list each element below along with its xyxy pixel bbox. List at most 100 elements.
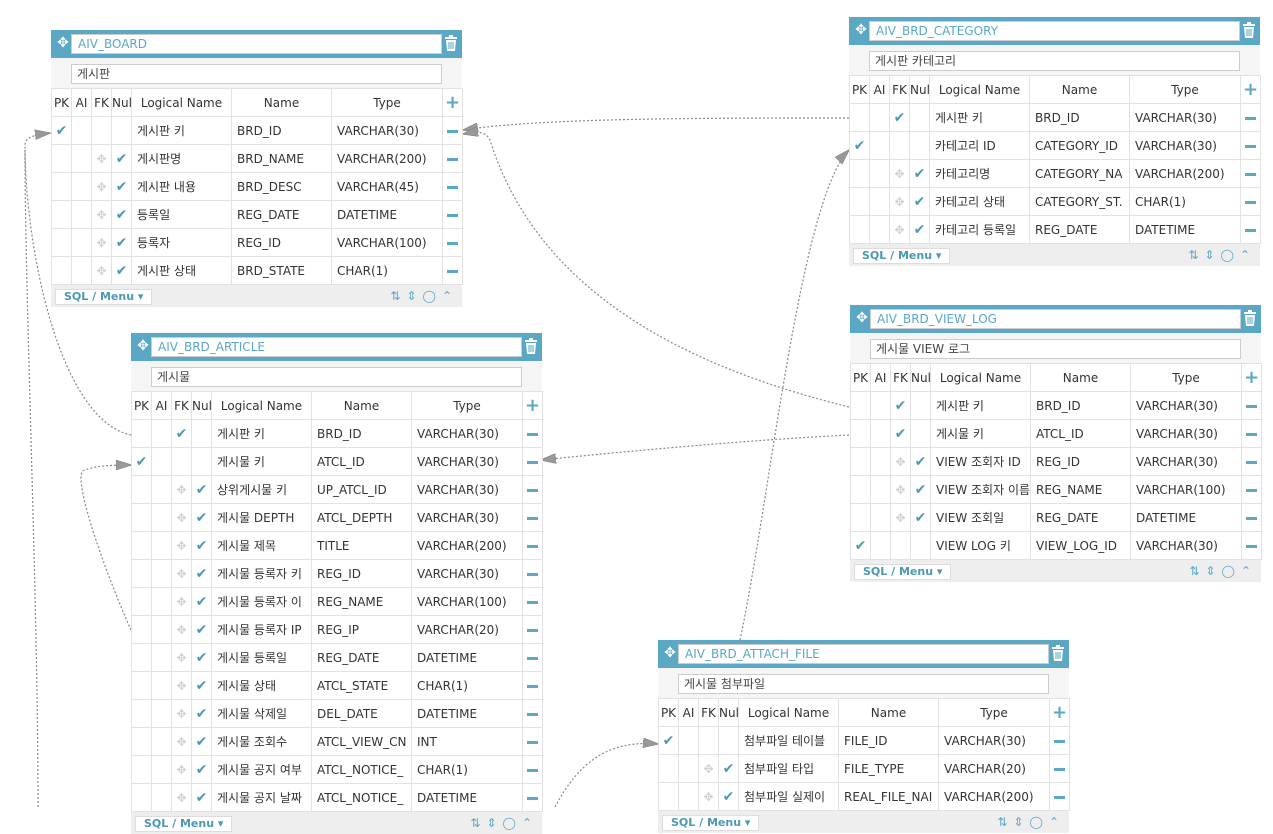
collapse-icon[interactable]: ⌃	[1048, 815, 1065, 829]
column-row[interactable]: ✥ ✔ 등록일 REG_DATE DATETIME	[51, 200, 463, 229]
remove-column-button[interactable]	[1241, 391, 1262, 420]
reorder-icon[interactable]: ⇕	[1204, 248, 1221, 262]
sql-menu-button[interactable]: SQL / Menu ▾	[662, 815, 760, 831]
pk-cell[interactable]	[51, 144, 72, 173]
column-type-cell[interactable]: VARCHAR(30)	[411, 447, 523, 476]
remove-column-button[interactable]	[522, 531, 543, 560]
null-cell[interactable]: ✔	[191, 755, 212, 784]
fk-cell[interactable]: ✥	[171, 559, 192, 588]
pk-cell[interactable]: ✔	[850, 531, 871, 560]
column-name-cell[interactable]: ATCL_NOTICE_	[311, 755, 412, 784]
column-type-cell[interactable]: VARCHAR(30)	[1130, 531, 1242, 560]
pk-cell[interactable]: ✔	[849, 131, 870, 160]
trash-icon[interactable]	[524, 338, 540, 356]
column-row[interactable]: ✥ ✔ 게시물 등록자 키 REG_ID VARCHAR(30)	[131, 559, 543, 588]
ai-cell[interactable]	[151, 755, 172, 784]
remove-column-button[interactable]	[522, 699, 543, 728]
ai-cell[interactable]	[151, 671, 172, 700]
null-cell[interactable]: ✔	[191, 503, 212, 532]
pk-cell[interactable]	[51, 172, 72, 201]
fk-cell[interactable]: ✥	[890, 447, 911, 476]
remove-column-button[interactable]	[1241, 447, 1262, 476]
remove-column-button[interactable]	[442, 144, 463, 173]
fk-cell[interactable]: ✥	[91, 256, 112, 285]
ai-cell[interactable]	[870, 419, 891, 448]
sql-menu-button[interactable]: SQL / Menu ▾	[853, 248, 951, 264]
logical-name-cell[interactable]: 카테고리 상태	[929, 187, 1030, 216]
ai-cell[interactable]	[870, 447, 891, 476]
logical-name-cell[interactable]: 게시물 공지 여부	[211, 755, 312, 784]
remove-column-button[interactable]	[1241, 475, 1262, 504]
null-cell[interactable]	[910, 531, 931, 560]
fk-cell[interactable]: ✥	[91, 144, 112, 173]
fk-cell[interactable]: ✔	[890, 419, 911, 448]
column-type-cell[interactable]: VARCHAR(200)	[331, 144, 443, 173]
column-row[interactable]: ✥ ✔ 게시물 공지 날짜 ATCL_NOTICE_ DATETIME	[131, 783, 543, 812]
fk-cell[interactable]: ✥	[91, 200, 112, 229]
remove-column-button[interactable]	[522, 475, 543, 504]
drag-handle-icon[interactable]: ✥	[894, 194, 905, 209]
fk-cell[interactable]	[889, 131, 910, 160]
column-name-cell[interactable]: ATCL_DEPTH	[311, 503, 412, 532]
column-type-cell[interactable]: DATETIME	[411, 643, 523, 672]
ai-cell[interactable]	[869, 103, 890, 132]
logical-name-cell[interactable]: 게시판 내용	[131, 172, 232, 201]
column-name-cell[interactable]: BRD_ID	[1029, 103, 1130, 132]
column-type-cell[interactable]: VARCHAR(200)	[411, 531, 523, 560]
sort-az-icon[interactable]: ⇅	[1188, 248, 1205, 262]
column-name-cell[interactable]: ATCL_ID	[311, 447, 412, 476]
column-type-cell[interactable]: VARCHAR(30)	[1130, 391, 1242, 420]
sql-menu-button[interactable]: SQL / Menu ▾	[135, 816, 233, 832]
remove-column-button[interactable]	[442, 228, 463, 257]
trash-icon[interactable]	[1242, 22, 1258, 40]
column-name-cell[interactable]: CATEGORY_NA	[1029, 159, 1130, 188]
fk-cell[interactable]: ✥	[91, 172, 112, 201]
column-name-cell[interactable]: REG_ID	[1030, 447, 1131, 476]
column-type-cell[interactable]: VARCHAR(20)	[411, 615, 523, 644]
column-type-cell[interactable]: VARCHAR(30)	[1129, 103, 1241, 132]
ai-cell[interactable]	[151, 559, 172, 588]
logical-name-cell[interactable]: 게시판 키	[131, 116, 232, 145]
pk-cell[interactable]	[850, 475, 871, 504]
logical-name-cell[interactable]: 게시판 키	[930, 391, 1031, 420]
column-row[interactable]: ✥ ✔ 첨부파일 실제이 REAL_FILE_NAI VARCHAR(200)	[658, 782, 1070, 811]
remove-column-button[interactable]	[522, 559, 543, 588]
ai-cell[interactable]	[151, 643, 172, 672]
column-row[interactable]: ✥ ✔ 게시물 공지 여부 ATCL_NOTICE_ CHAR(1)	[131, 755, 543, 784]
fk-cell[interactable]	[890, 531, 911, 560]
table-comment-field[interactable]: 게시판 카테고리	[869, 51, 1240, 71]
ai-cell[interactable]	[869, 131, 890, 160]
pk-cell[interactable]	[131, 475, 152, 504]
ai-cell[interactable]	[870, 391, 891, 420]
column-row[interactable]: ✥ ✔ 게시판 내용 BRD_DESC VARCHAR(45)	[51, 172, 463, 201]
logical-name-cell[interactable]: 게시판 키	[211, 419, 312, 448]
pk-cell[interactable]	[51, 228, 72, 257]
table-comment-field[interactable]: 게시물	[151, 367, 522, 387]
add-column-button[interactable]: +	[442, 88, 463, 117]
null-cell[interactable]	[910, 419, 931, 448]
pk-cell[interactable]	[131, 643, 152, 672]
drag-handle-icon[interactable]: ✥	[176, 622, 187, 637]
column-name-cell[interactable]: VIEW_LOG_ID	[1030, 531, 1131, 560]
drag-handle-icon[interactable]: ✥	[176, 566, 187, 581]
column-name-cell[interactable]: ATCL_VIEW_CN	[311, 727, 412, 756]
logical-name-cell[interactable]: 게시물 등록일	[211, 643, 312, 672]
column-row[interactable]: ✔ 게시판 키 BRD_ID VARCHAR(30)	[849, 103, 1261, 132]
remove-column-button[interactable]	[1049, 726, 1070, 755]
column-name-cell[interactable]: REG_DATE	[311, 643, 412, 672]
logical-name-cell[interactable]: 게시물 삭제일	[211, 699, 312, 728]
column-row[interactable]: ✥ ✔ 카테고리 등록일 REG_DATE DATETIME	[849, 215, 1261, 244]
column-type-cell[interactable]: VARCHAR(30)	[411, 419, 523, 448]
column-name-cell[interactable]: REAL_FILE_NAI	[838, 782, 939, 811]
logical-name-cell[interactable]: VIEW 조회자 이름	[930, 475, 1031, 504]
ai-cell[interactable]	[151, 419, 172, 448]
ai-cell[interactable]	[71, 116, 92, 145]
fk-cell[interactable]: ✥	[889, 215, 910, 244]
column-name-cell[interactable]: REG_IP	[311, 615, 412, 644]
remove-column-button[interactable]	[522, 671, 543, 700]
column-type-cell[interactable]: VARCHAR(30)	[1130, 419, 1242, 448]
remove-column-button[interactable]	[522, 447, 543, 476]
ai-cell[interactable]	[869, 215, 890, 244]
remove-column-button[interactable]	[1240, 159, 1261, 188]
